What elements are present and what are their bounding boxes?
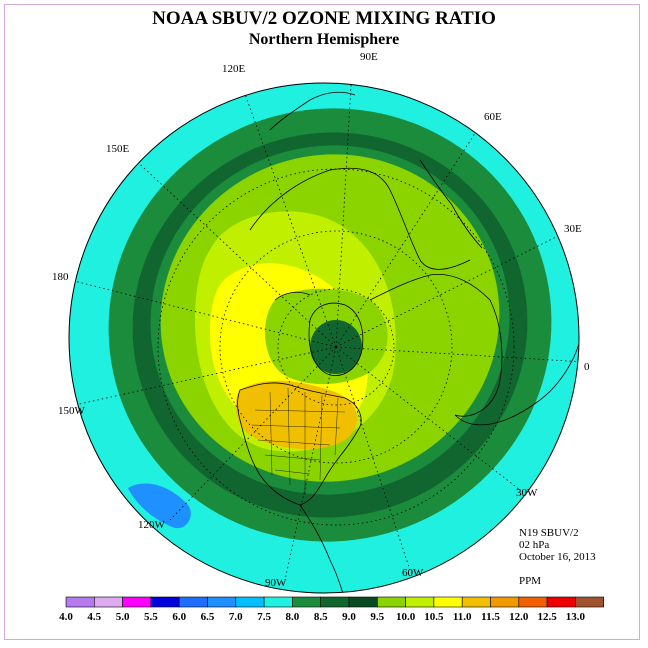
colorbar-tick-label: 9.5 <box>370 611 384 623</box>
satellite-label: N19 SBUV/2 <box>519 527 579 539</box>
colorbar-tick-label: 4.5 <box>87 611 101 623</box>
asia-coast <box>249 167 471 270</box>
lon-label-30e: 30E <box>564 223 582 235</box>
colorbar: 4.0 4.5 5.0 5.5 6.0 6.5 7.0 7.5 8.0 8.5 9.0 9.5 10.0… <box>59 596 605 623</box>
band-10.5-11.0 <box>235 380 358 450</box>
lon-label-120w: 120W <box>138 519 166 531</box>
greenland-coast <box>308 302 364 376</box>
units-label: PPM <box>519 575 542 587</box>
lon-label-150w: 150W <box>58 405 86 417</box>
colorbar-swatch <box>122 596 152 608</box>
colorbar-tick-label: 12.0 <box>509 611 529 623</box>
colorbar-tick-label: 8.0 <box>286 611 300 623</box>
graticule <box>69 83 579 581</box>
colorbar-tick-label: 10.5 <box>424 611 444 623</box>
colorbar-swatch <box>461 596 491 608</box>
colorbar-swatch <box>65 596 95 608</box>
coastlines <box>237 91 579 593</box>
east-asia-coast <box>269 91 356 131</box>
lon-label-30w: 30W <box>516 487 538 499</box>
colorbar-tick-label: 6.0 <box>172 611 186 623</box>
colorbar-tick-label: 7.5 <box>257 611 271 623</box>
lon-label-90w: 90W <box>265 577 287 589</box>
europe-coast <box>369 274 503 417</box>
africa-coast <box>454 339 579 426</box>
colorbar-tick-label: 5.5 <box>144 611 158 623</box>
colorbar-swatch <box>150 596 180 608</box>
colorbar-tick-label: 11.0 <box>453 611 472 623</box>
north-america-coast <box>237 382 362 506</box>
lon-label-0: 0 <box>584 361 590 373</box>
colorbar-tick-label: 11.5 <box>481 611 500 623</box>
colorbar-swatch <box>207 596 237 608</box>
colorbar-tick-label: 13.0 <box>566 611 586 623</box>
colorbar-swatch <box>433 596 463 608</box>
map-subtitle: Northern Hemisphere <box>248 31 400 48</box>
date-label: October 16, 2013 <box>519 551 596 563</box>
low-patch <box>128 483 191 529</box>
lon-label-60e: 60E <box>484 111 502 123</box>
colorbar-tick-label: 8.5 <box>314 611 328 623</box>
lon-label-180: 180 <box>52 271 69 283</box>
colorbar-swatch <box>405 596 435 608</box>
arabia-coast <box>419 159 483 249</box>
colorbar-swatch <box>348 596 378 608</box>
colorbar-swatch <box>94 596 123 608</box>
colorbar-swatch <box>518 596 548 608</box>
lon-label-90e: 90E <box>360 51 378 63</box>
longitude-labels: 90E 60E 30E 0 30W 60W 90W 120W 150W 180 … <box>52 51 590 589</box>
map-title: NOAA SBUV/2 OZONE MIXING RATIO <box>152 8 496 29</box>
image-frame <box>4 4 640 640</box>
colorbar-tick-label: 9.0 <box>342 611 356 623</box>
pressure-level-label: 02 hPa <box>519 539 550 551</box>
colorbar-tick-label: 10.0 <box>396 611 416 623</box>
colorbar-tick-label: 12.5 <box>537 611 557 623</box>
colorbar-tick-label: 6.5 <box>201 611 215 623</box>
colorbar-swatch <box>235 596 265 608</box>
colorbar-swatch <box>263 596 293 608</box>
colorbar-swatch <box>292 596 321 608</box>
colorbar-swatch <box>376 596 406 608</box>
map-boundary <box>68 82 580 594</box>
colorbar-swatch <box>178 596 208 608</box>
colorbar-swatch <box>320 596 350 608</box>
colorbar-tick-label: 7.0 <box>229 611 243 623</box>
colorbar-swatch <box>490 596 520 608</box>
us-state-borders <box>251 387 346 495</box>
arctic-islands <box>274 291 311 301</box>
central-america-coast <box>299 504 351 593</box>
lon-label-120e: 120E <box>222 63 246 75</box>
lon-label-150e: 150E <box>106 143 130 155</box>
colorbar-swatch <box>575 596 605 608</box>
colorbar-swatch <box>546 596 576 608</box>
colorbar-tick-label: 4.0 <box>59 611 73 623</box>
ozone-field <box>69 83 579 593</box>
lon-label-60w: 60W <box>402 567 424 579</box>
colorbar-tick-label: 5.0 <box>116 611 130 623</box>
